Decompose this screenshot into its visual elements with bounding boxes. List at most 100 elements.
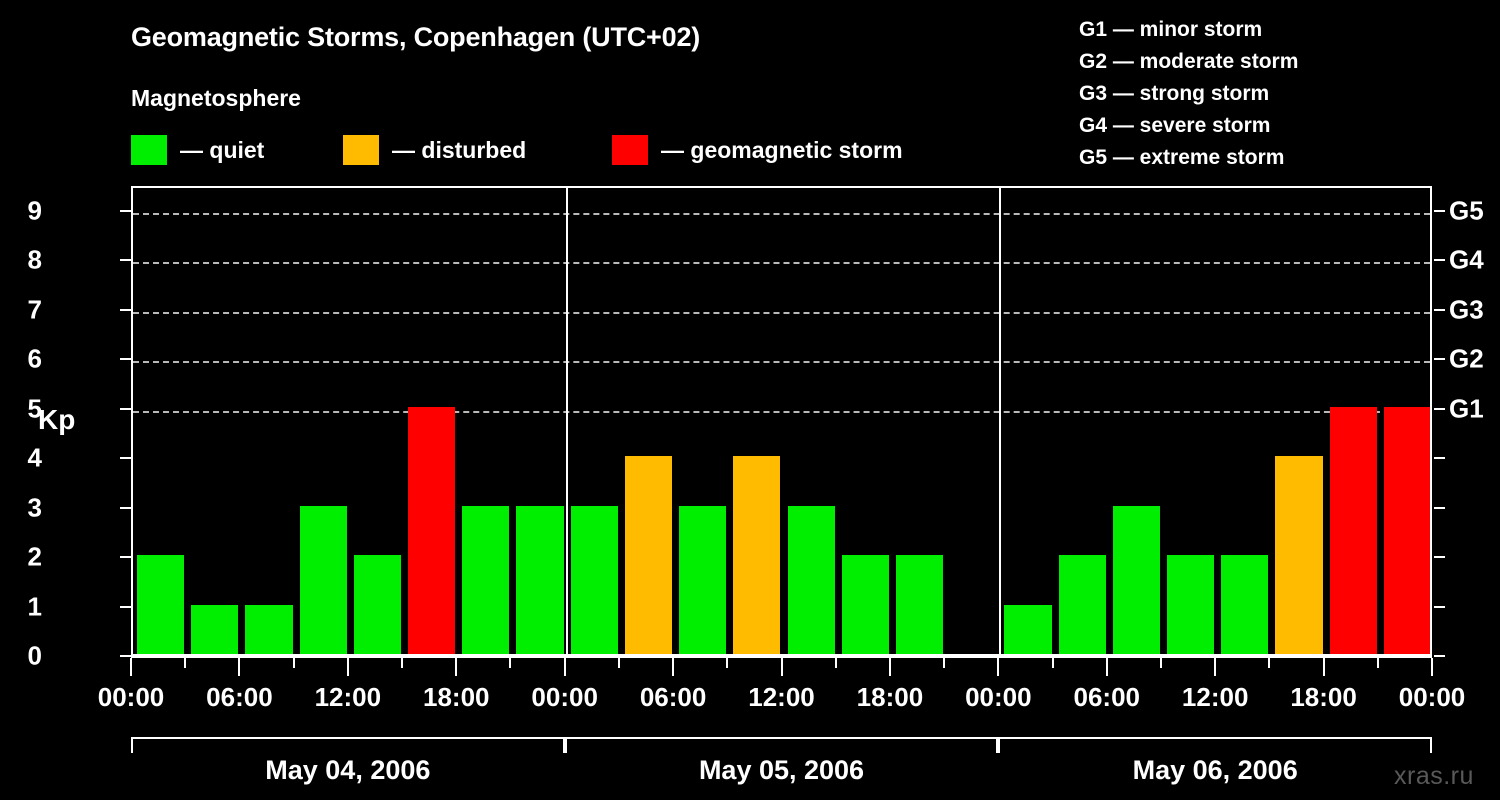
legend-label: — quiet <box>180 136 265 163</box>
x-tick <box>1214 658 1217 676</box>
x-tick-label: 00:00 <box>97 682 165 712</box>
g-scale-line: G3 — strong storm <box>1079 82 1270 105</box>
chart-plot-wrapper <box>131 186 1432 656</box>
bar <box>408 406 456 654</box>
g-scale-line: G4 — severe storm <box>1079 114 1271 137</box>
g-axis-minor-tick <box>1434 556 1445 559</box>
x-tick <box>1431 658 1433 676</box>
x-tick-label: 06:00 <box>639 682 707 712</box>
g-scale-line: G2 — moderate storm <box>1079 50 1299 73</box>
x-tick <box>780 658 783 676</box>
y-tick-mark <box>120 259 131 262</box>
g-scale-line: G5 — extreme storm <box>1079 146 1285 169</box>
bar <box>353 555 402 654</box>
g-scale-legend: G1 — minor storm G2 — moderate storm G3 — … <box>1079 14 1409 174</box>
bar <box>516 505 564 654</box>
y-tick-label: 8 <box>27 244 42 275</box>
bar <box>841 555 889 654</box>
g-tick-label: G1 <box>1449 393 1484 424</box>
day-bracket <box>131 737 565 753</box>
y-tick-mark <box>120 506 131 509</box>
bar <box>1058 555 1106 654</box>
g-tick-mark <box>1434 407 1445 410</box>
x-tick <box>672 658 675 676</box>
y-tick-mark <box>120 407 131 410</box>
x-tick-label: 00:00 <box>531 682 598 712</box>
gridline-kp-5 <box>133 410 1430 413</box>
y-tick-label: 5 <box>27 393 42 424</box>
bar <box>1275 456 1323 654</box>
watermark: xras.ru <box>1394 762 1474 790</box>
gridline-kp-8 <box>133 262 1430 265</box>
y-tick-label: 7 <box>27 294 42 325</box>
bar <box>895 555 944 654</box>
x-tick <box>943 658 946 668</box>
legend-swatch-geomagnetic-storm-icon <box>612 135 648 165</box>
bar <box>245 604 293 654</box>
bar <box>679 505 727 654</box>
x-tick <box>292 658 295 668</box>
x-tick <box>1051 658 1054 668</box>
x-tick <box>726 658 729 668</box>
bar <box>137 555 185 654</box>
x-tick-label: 06:00 <box>206 682 273 712</box>
x-tick-label: 18:00 <box>423 682 490 712</box>
x-tick <box>238 658 241 676</box>
y-tick-label: 3 <box>27 492 42 523</box>
bar <box>462 505 510 654</box>
x-axis-line <box>131 656 1432 658</box>
bar <box>1166 555 1215 654</box>
g-tick-label: G3 <box>1449 294 1484 325</box>
g-tick-mark <box>1434 209 1445 212</box>
g-tick-mark <box>1434 358 1445 361</box>
g-scale-line: G1 — minor storm <box>1079 18 1263 41</box>
day-bracket <box>564 737 999 753</box>
g-tick-label: G5 <box>1449 195 1484 226</box>
x-tick <box>834 658 837 668</box>
x-tick-label: 12:00 <box>748 682 815 712</box>
bar <box>733 456 781 654</box>
x-tick <box>184 658 187 668</box>
bar <box>191 604 239 654</box>
bar <box>299 505 347 654</box>
g-axis-minor-tick <box>1434 506 1445 509</box>
plot-area <box>131 186 1432 656</box>
bar <box>1329 406 1377 654</box>
legend-swatch-disturbed-icon <box>343 135 379 165</box>
x-tick-label: 18:00 <box>856 682 924 712</box>
x-tick <box>1376 658 1379 668</box>
legend-entry-geomagnetic-storm: — geomagnetic storm <box>612 133 903 167</box>
g-axis-minor-tick <box>1434 655 1445 657</box>
x-tick <box>617 658 620 668</box>
y-tick-mark <box>120 358 131 361</box>
day-label: May 05, 2006 <box>698 755 865 785</box>
gridline-kp-9 <box>133 212 1430 215</box>
x-tick-label: 00:00 <box>965 682 1032 712</box>
x-tick <box>346 658 349 676</box>
x-tick <box>1159 658 1162 668</box>
gridline-kp-6 <box>133 361 1430 364</box>
y-axis-title: Kp <box>38 404 76 435</box>
bar <box>570 505 618 654</box>
x-tick <box>401 658 404 668</box>
y-tick-mark <box>120 209 131 212</box>
x-tick-label: 18:00 <box>1290 682 1357 712</box>
y-tick-label: 6 <box>27 343 42 374</box>
legend-label: — disturbed <box>392 136 527 163</box>
day-divider <box>999 188 1002 654</box>
y-tick-label: 0 <box>27 640 42 671</box>
day-divider <box>565 188 568 654</box>
y-tick-mark <box>120 655 131 657</box>
bar <box>787 505 835 654</box>
bar <box>1112 505 1160 654</box>
y-tick-label: 9 <box>27 195 42 226</box>
g-tick-label: G4 <box>1449 244 1484 275</box>
x-tick <box>563 658 566 676</box>
day-bracket <box>998 737 1432 753</box>
g-tick-mark <box>1434 308 1445 311</box>
bar <box>1004 604 1052 654</box>
day-label: May 04, 2006 <box>265 755 431 785</box>
y-tick-label: 2 <box>27 541 42 572</box>
y-tick-mark <box>120 556 131 559</box>
legend-label: — geomagnetic storm <box>661 136 903 163</box>
